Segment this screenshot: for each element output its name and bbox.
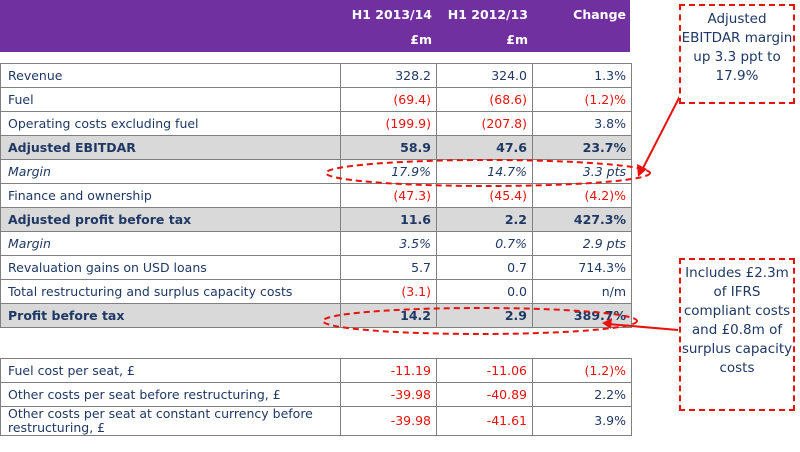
ebitdar-margin-callout: Adjusted EBITDAR margin up 3.3 ppt to 17… bbox=[679, 4, 795, 104]
row-label: Revenue bbox=[0, 63, 341, 88]
callout-text: Adjusted EBITDAR margin up 3.3 ppt to 17… bbox=[681, 11, 793, 84]
col-header-change: Change bbox=[573, 7, 626, 22]
top-callout-arrow bbox=[640, 95, 681, 173]
cell-h1-2013: (69.4) bbox=[340, 87, 437, 112]
profit-highlight-ellipse bbox=[322, 307, 638, 335]
cell-change: 3.3 pts bbox=[532, 159, 632, 184]
cell-change: 389.7% bbox=[532, 303, 632, 328]
cell-change: 3.8% bbox=[532, 111, 632, 136]
cell-h1-2012: -40.89 bbox=[436, 382, 533, 407]
table-row: Other costs per seat before restructurin… bbox=[0, 382, 632, 407]
cell-h1-2012: 0.7% bbox=[436, 231, 533, 256]
cell-h1-2013: -39.98 bbox=[340, 382, 437, 407]
table-row: Other costs per seat at constant currenc… bbox=[0, 406, 632, 436]
table-row: Profit before tax 14.2 2.9 389.7% bbox=[0, 303, 632, 328]
cell-h1-2013: (3.1) bbox=[340, 279, 437, 304]
row-label: Other costs per seat before restructurin… bbox=[0, 382, 341, 407]
table-row: Revaluation gains on USD loans 5.7 0.7 7… bbox=[0, 255, 632, 280]
row-label: Adjusted profit before tax bbox=[0, 207, 341, 232]
row-label: Margin bbox=[0, 231, 341, 256]
restructuring-callout: Includes £2.3m of IFRS compliant costs a… bbox=[679, 258, 795, 411]
bottom-callout-arrow bbox=[607, 323, 679, 331]
cell-change: 427.3% bbox=[532, 207, 632, 232]
cell-h1-2013: (199.9) bbox=[340, 111, 437, 136]
table-row: Fuel (69.4) (68.6) (1.2)% bbox=[0, 87, 632, 112]
cell-h1-2012: 2.2 bbox=[436, 207, 533, 232]
col-unit-h1-2012-13: £m bbox=[506, 32, 528, 47]
cell-h1-2013: 14.2 bbox=[340, 303, 437, 328]
col-header-h1-2012-13: H1 2012/13 bbox=[447, 7, 528, 22]
cell-change: (1.2)% bbox=[532, 87, 632, 112]
row-label: Finance and ownership bbox=[0, 183, 341, 208]
cell-h1-2012: (45.4) bbox=[436, 183, 533, 208]
cell-h1-2012: 324.0 bbox=[436, 63, 533, 88]
row-label: Adjusted EBITDAR bbox=[0, 135, 341, 160]
table-row: Adjusted profit before tax 11.6 2.2 427.… bbox=[0, 207, 632, 232]
cell-h1-2012: 47.6 bbox=[436, 135, 533, 160]
table-row: Margin 17.9% 14.7% 3.3 pts bbox=[0, 159, 632, 184]
col-unit-h1-2013-14: £m bbox=[410, 32, 432, 47]
cell-change: 23.7% bbox=[532, 135, 632, 160]
cell-change: 3.9% bbox=[532, 406, 632, 436]
table-row: Margin 3.5% 0.7% 2.9 pts bbox=[0, 231, 632, 256]
row-label: Profit before tax bbox=[0, 303, 341, 328]
cell-h1-2012: 14.7% bbox=[436, 159, 533, 184]
table-row: Total restructuring and surplus capacity… bbox=[0, 279, 632, 304]
cell-h1-2012: 0.0 bbox=[436, 279, 533, 304]
callout-text: Includes £2.3m of IFRS compliant costs a… bbox=[681, 265, 793, 376]
bottom-callout-arrowhead bbox=[602, 318, 612, 329]
table-row: Finance and ownership (47.3) (45.4) (4.2… bbox=[0, 183, 632, 208]
margin-highlight-ellipse bbox=[325, 159, 651, 187]
col-header-h1-2013-14: H1 2013/14 bbox=[351, 7, 432, 22]
table-row: Revenue 328.2 324.0 1.3% bbox=[0, 63, 632, 88]
cell-h1-2013: -39.98 bbox=[340, 406, 437, 436]
row-label: Other costs per seat at constant currenc… bbox=[0, 406, 341, 436]
cell-h1-2013: 3.5% bbox=[340, 231, 437, 256]
per-seat-table: Fuel cost per seat, £ -11.19 -11.06 (1.2… bbox=[0, 358, 632, 436]
table-row: Adjusted EBITDAR 58.9 47.6 23.7% bbox=[0, 135, 632, 160]
row-label: Fuel bbox=[0, 87, 341, 112]
top-callout-arrowhead bbox=[637, 164, 647, 177]
income-table: Revenue 328.2 324.0 1.3% Fuel (69.4) (68… bbox=[0, 63, 632, 328]
table-header: H1 2013/14 H1 2012/13 Change £m £m bbox=[0, 0, 630, 52]
cell-h1-2013: 58.9 bbox=[340, 135, 437, 160]
cell-h1-2012: -11.06 bbox=[436, 358, 533, 383]
cell-h1-2012: 0.7 bbox=[436, 255, 533, 280]
